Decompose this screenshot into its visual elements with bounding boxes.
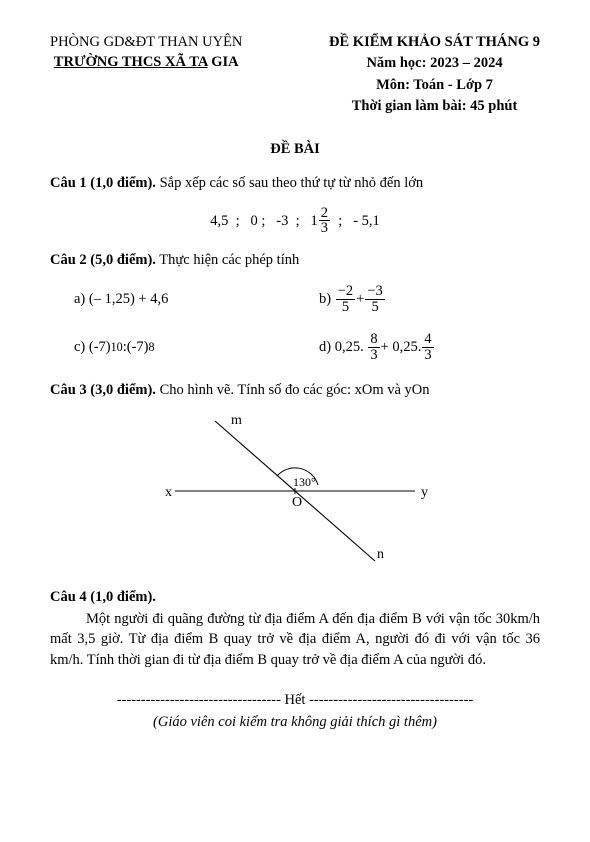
label-y: y (421, 485, 428, 500)
q2-c-base2: (-7) (127, 337, 149, 357)
q4-lead: Câu 4 (1,0 điểm). (50, 589, 156, 605)
q2-text: Thực hiện các phép tính (156, 252, 299, 268)
q2-b-f1n: −2 (336, 284, 355, 300)
label-o: O (292, 495, 302, 510)
q1-e: - 5,1 (353, 213, 380, 229)
q2-d-lead: 0,25. (335, 337, 364, 357)
section-title: ĐỀ BÀI (50, 139, 540, 159)
school-name-underline: TRƯỜNG THCS XÃ TA (54, 54, 208, 70)
q1-d-den: 3 (319, 221, 330, 236)
question-3: Câu 3 (3,0 điểm). Cho hình vẽ. Tính số đ… (50, 380, 540, 400)
q2-a-label: a) (74, 289, 85, 309)
q2-c-base1: (-7) (89, 337, 111, 357)
q2-c-exp2: 8 (149, 339, 155, 356)
label-angle: 130° (293, 475, 316, 489)
q2-d-f1d: 3 (368, 348, 379, 363)
q2-d-plus: + 0,25. (381, 337, 422, 357)
q3-text: Cho hình vẽ. Tính số đo các góc: xOm và … (156, 382, 430, 398)
q1-d: 1 2 3 (311, 206, 332, 236)
school-line: TRƯỜNG THCS XÃ TA GIA (50, 52, 242, 72)
q2-lead: Câu 2 (5,0 điểm). (50, 252, 156, 268)
q1-text: Sắp xếp các số sau theo thứ tự từ nhỏ đế… (156, 175, 423, 191)
q2-b-f2n: −3 (365, 284, 384, 300)
q2-row1: a) (– 1,25) + 4,6 b) −2 5 + −3 5 (50, 280, 540, 318)
q2-a-expr: (– 1,25) + 4,6 (89, 289, 168, 309)
q3-lead: Câu 3 (3,0 điểm). (50, 382, 156, 398)
q2-b-plus: + (356, 289, 364, 309)
q2-d-label: d) (319, 337, 331, 357)
exam-subject: Môn: Toán - Lớp 7 (329, 75, 540, 95)
school-name-suffix: GIA (208, 54, 239, 70)
q3-diagram-wrap: m x y O n 130° (50, 406, 540, 572)
question-1: Câu 1 (1,0 điểm). Sắp xếp các số sau the… (50, 173, 540, 193)
dept-line: PHÒNG GD&ĐT THAN UYÊN (50, 32, 242, 52)
exam-year: Năm học: 2023 – 2024 (329, 53, 540, 73)
header-right: ĐỀ KIỂM KHẢO SÁT THÁNG 9 Năm học: 2023 –… (329, 32, 540, 117)
q1-a: 4,5 (210, 213, 228, 229)
q1-lead: Câu 1 (1,0 điểm). (50, 175, 156, 191)
q2-c-label: c) (74, 337, 85, 357)
question-2: Câu 2 (5,0 điểm). Thực hiện các phép tín… (50, 250, 540, 270)
question-4: Câu 4 (1,0 điểm). (50, 587, 540, 607)
label-m: m (231, 413, 242, 428)
header: PHÒNG GD&ĐT THAN UYÊN TRƯỜNG THCS XÃ TA … (50, 32, 540, 117)
q2-b-f2d: 5 (365, 300, 384, 315)
q1-d-whole: 1 (311, 211, 318, 231)
q2-d-f2d: 3 (422, 348, 433, 363)
footer-sep: ---------------------------------- Hết -… (50, 690, 540, 710)
q2-c-exp1: 10 (111, 339, 123, 356)
label-x: x (165, 485, 172, 500)
q2-row2: c) (-7)10 : (-7)8 d) 0,25. 8 3 + 0,25. 4… (50, 328, 540, 366)
label-n: n (377, 547, 384, 562)
q2-c: c) (-7)10 : (-7)8 (74, 328, 295, 366)
header-left: PHÒNG GD&ĐT THAN UYÊN TRƯỜNG THCS XÃ TA … (50, 32, 242, 73)
q4-body: Một người đi quãng đường từ địa điểm A đ… (50, 609, 540, 670)
q2-b-f1d: 5 (336, 300, 355, 315)
q3-diagram: m x y O n 130° (145, 406, 445, 566)
q1-c: -3 (276, 213, 288, 229)
q1-b: 0 (251, 213, 258, 229)
q1-d-num: 2 (319, 206, 330, 222)
q2-b: b) −2 5 + −3 5 (319, 280, 540, 318)
q2-d: d) 0,25. 8 3 + 0,25. 4 3 (319, 328, 540, 366)
q2-d-f1n: 8 (368, 332, 379, 348)
q2-d-f2n: 4 (422, 332, 433, 348)
q2-b-label: b) (319, 289, 331, 309)
exam-title: ĐỀ KIỂM KHẢO SÁT THÁNG 9 (329, 32, 540, 52)
q2-a: a) (– 1,25) + 4,6 (74, 280, 295, 318)
footer-note: (Giáo viên coi kiểm tra không giải thích… (50, 712, 540, 732)
q1-numbers: 4,5 ; 0 ; -3 ; 1 2 3 ; - 5,1 (50, 206, 540, 236)
exam-time: Thời gian làm bài: 45 phút (329, 96, 540, 116)
